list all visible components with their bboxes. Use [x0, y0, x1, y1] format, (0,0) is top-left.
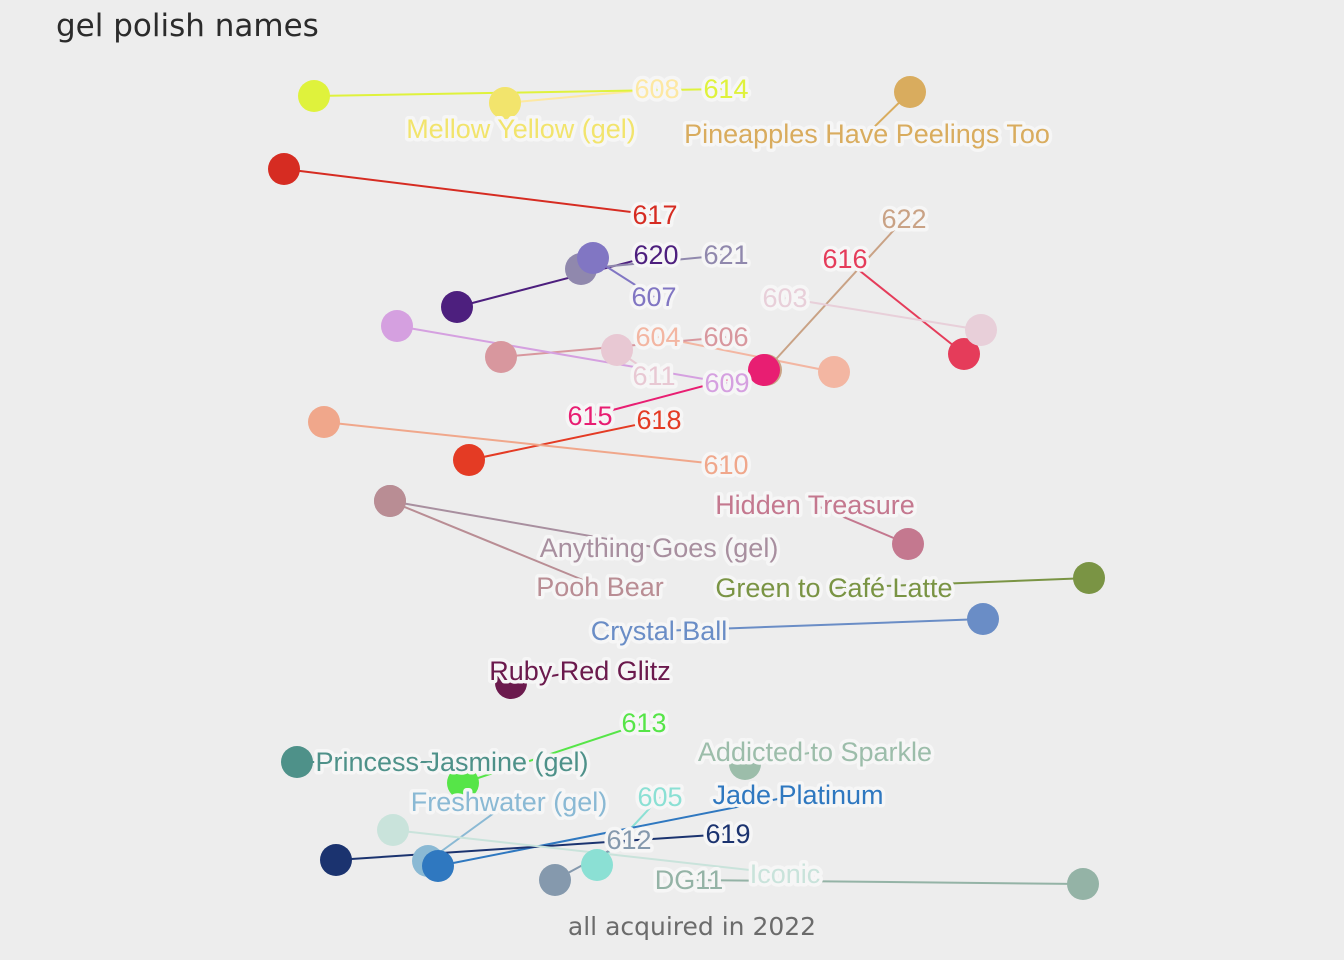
- label-603: 603: [762, 283, 807, 313]
- point-labels: 608 614 Mellow Yellow (gel) Pineapples Have…: [312, 71, 1053, 899]
- points: [268, 76, 1105, 900]
- label-617: 617: [632, 200, 677, 230]
- leader-line-604: [657, 336, 835, 373]
- point-603: [965, 314, 997, 346]
- label-hidden-treasure: Hidden Treasure: [715, 490, 915, 520]
- leader-line-616: [844, 258, 965, 355]
- leader-line-618: [468, 419, 660, 461]
- label-613: 613: [621, 708, 666, 738]
- label-addicted-to-sparkle: Addicted to Sparkle: [698, 737, 932, 767]
- label-614: 614: [703, 74, 748, 104]
- point-611: [601, 334, 633, 366]
- point-615: [748, 354, 780, 386]
- point-dg11: [1067, 868, 1099, 900]
- label-616: 616: [822, 244, 867, 274]
- leader-line-620: [456, 254, 657, 308]
- point-pooh-bear: [374, 485, 406, 517]
- label-619: 619: [705, 819, 750, 849]
- leader-line-619: [335, 833, 729, 861]
- point-609: [381, 310, 413, 342]
- label-jade-platinum: Jade Platinum: [712, 780, 883, 810]
- chart-caption: all acquired in 2022: [567, 912, 817, 941]
- point-616: [948, 338, 980, 370]
- label-princess-jasmine-gel: Princess Jasmine (gel): [315, 747, 588, 777]
- label-anything-goes-gel: Anything Goes (gel): [540, 533, 779, 563]
- label-604: 604: [635, 322, 680, 352]
- leader-line-green-to-caf-latte: [833, 577, 1090, 589]
- point-613: [447, 767, 479, 799]
- label-mellow-yellow-gel: Mellow Yellow (gel): [406, 114, 636, 144]
- point-617: [268, 153, 300, 185]
- point-pineapples-have-peelings-too: [894, 76, 926, 108]
- point-jade-platinum: [422, 850, 454, 882]
- leader-line-crystal-ball: [658, 618, 984, 632]
- point-iconic: [377, 814, 409, 846]
- leader-line-617: [283, 168, 656, 216]
- point-ruby-red-glitz: [495, 667, 527, 699]
- label-609: 609: [704, 368, 749, 398]
- point-619: [320, 844, 352, 876]
- point-green-to-caf-latte: [1073, 562, 1105, 594]
- label-crystal-ball: Crystal Ball: [591, 616, 728, 646]
- leader-line-pooh-bear: [389, 500, 601, 588]
- leader-line-613: [462, 722, 645, 784]
- label-620: 620: [633, 240, 678, 270]
- point-610: [308, 406, 340, 438]
- point-mellow-yellow-gel: [489, 87, 521, 119]
- label-pooh-bear: Pooh Bear: [536, 572, 664, 602]
- point-607: [577, 242, 609, 274]
- label-pineapples-have-peelings-too: Pineapples Have Peelings Too: [684, 119, 1050, 149]
- label-freshwater-gel: Freshwater (gel): [411, 787, 608, 817]
- leader-line-hidden-treasure: [814, 504, 909, 545]
- leader-line-anything-goes-gel: [389, 500, 660, 549]
- label-615: 615: [567, 401, 612, 431]
- label-606: 606: [703, 322, 748, 352]
- label-612: 612: [606, 825, 651, 855]
- label-610: 610: [703, 450, 748, 480]
- point-612: [539, 864, 571, 896]
- leader-line-614: [313, 88, 727, 97]
- point-606: [485, 341, 517, 373]
- label-621: 621: [703, 240, 748, 270]
- label-607: 607: [631, 282, 676, 312]
- point-crystal-ball: [967, 603, 999, 635]
- label-605: 605: [637, 782, 682, 812]
- label-622: 622: [881, 204, 926, 234]
- point-605: [581, 849, 613, 881]
- point-604: [818, 356, 850, 388]
- leader-line-615: [589, 369, 765, 417]
- point-620: [441, 291, 473, 323]
- point-addicted-to-sparkle: [729, 748, 761, 780]
- leader-line-610: [323, 421, 727, 466]
- point-618: [453, 444, 485, 476]
- leader-line-603: [784, 297, 982, 331]
- label-green-to-caf-latte: Green to Café Latte: [715, 573, 952, 603]
- label-ruby-red-glitz: Ruby Red Glitz: [489, 656, 671, 686]
- point-614: [298, 80, 330, 112]
- chart-title: gel polish names: [56, 8, 319, 44]
- point-hidden-treasure: [892, 528, 924, 560]
- label-611: 611: [632, 361, 675, 391]
- label-iconic: Iconic: [750, 859, 821, 889]
- leader-line-dg11: [688, 879, 1084, 885]
- leader-line-609: [396, 325, 728, 384]
- point-princess-jasmine-gel: [281, 746, 313, 778]
- label-618: 618: [636, 405, 681, 435]
- leader-line-622: [765, 218, 905, 371]
- label-608: 608: [634, 74, 679, 104]
- leader-line-jade-platinum: [437, 794, 799, 867]
- label-dg11: DG11: [655, 865, 724, 895]
